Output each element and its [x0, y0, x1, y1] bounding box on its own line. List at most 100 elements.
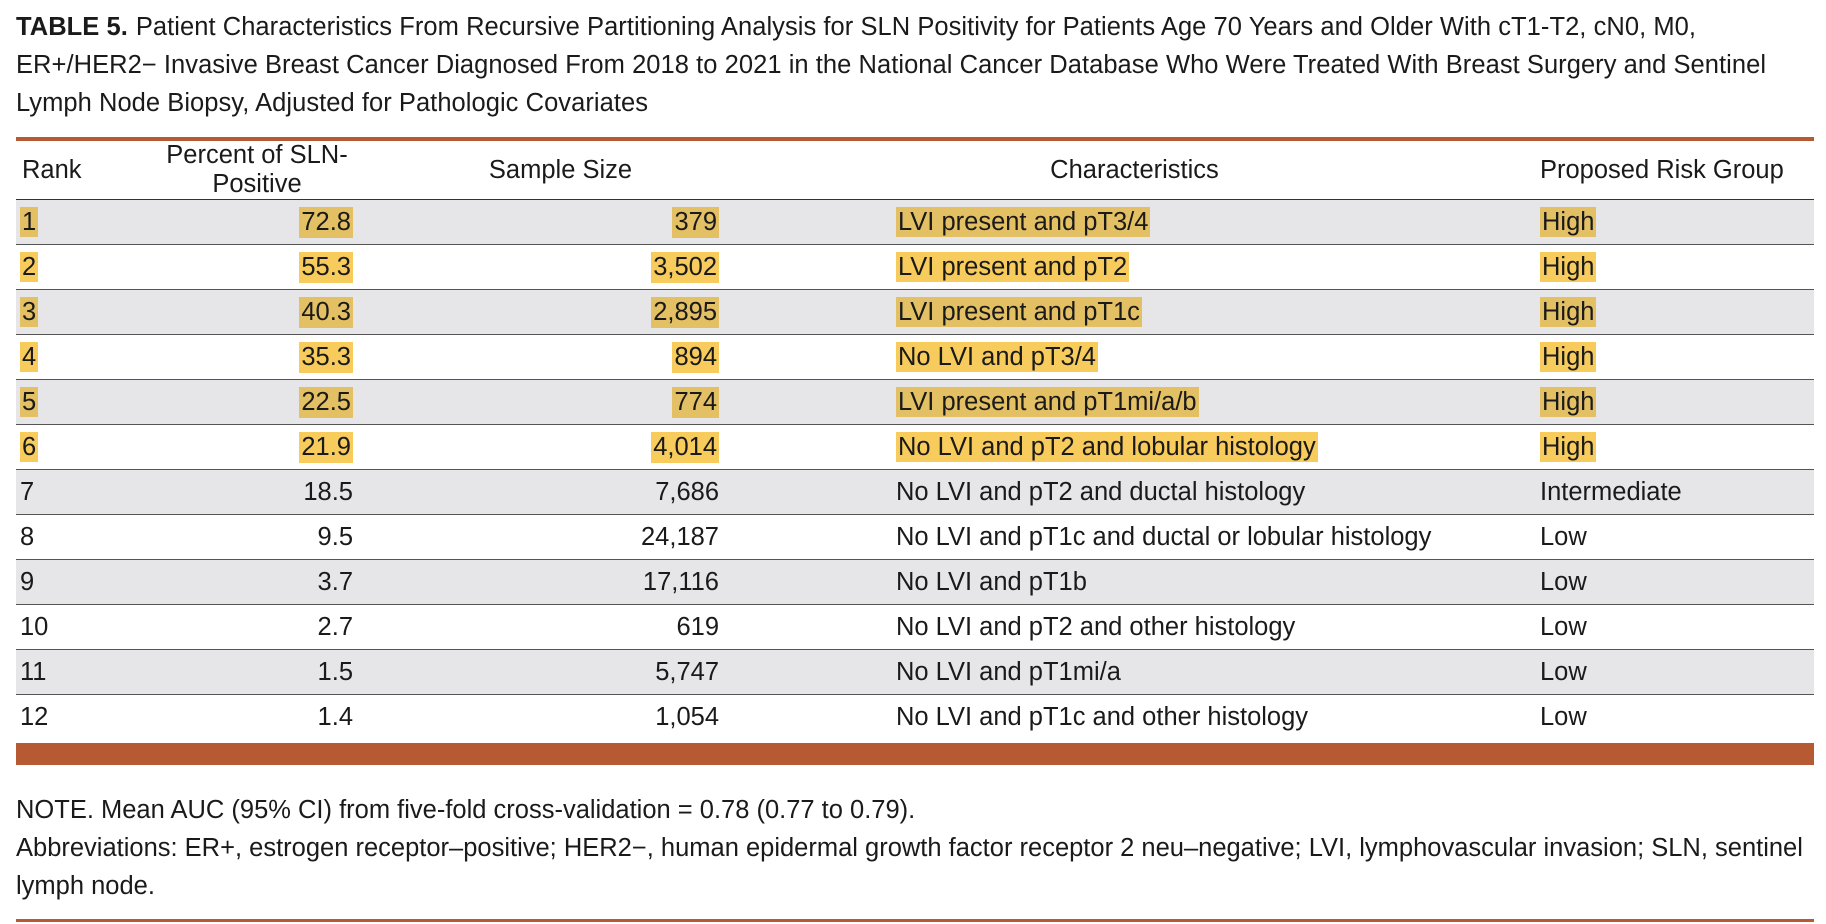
bottom-rule	[16, 743, 1814, 765]
caption-text: Patient Characteristics From Recursive P…	[16, 13, 1767, 117]
cell-sample-size-text: 24,187	[641, 522, 719, 551]
cell-percent-text: 18.5	[303, 477, 353, 506]
table-row: 8 9.5 24,187 No LVI and pT1c and ductal or …	[16, 514, 1814, 560]
cell-risk-group: High	[1540, 379, 1814, 425]
top-rule	[16, 137, 1814, 141]
cell-characteristics-text: No LVI and pT1c and other histology	[896, 702, 1309, 731]
cell-characteristics-text: No LVI and pT1mi/a	[896, 657, 1121, 686]
cell-sample-size: 4,014	[392, 424, 729, 470]
cell-sample-size-text: 2,895	[651, 296, 719, 328]
cell-rank-text: 3	[20, 296, 39, 327]
cell-characteristics: No LVI and pT2 and lobular histology	[729, 424, 1540, 470]
cell-characteristics-text: No LVI and pT2 and lobular histology	[896, 431, 1318, 462]
header-row: Rank Percent of SLN-Positive Sample Size…	[16, 141, 1814, 200]
cell-sample-size: 3,502	[392, 244, 729, 290]
cell-characteristics-text: LVI present and pT3/4	[896, 206, 1151, 237]
cell-characteristics-text: No LVI and pT1c and ductal or lobular hi…	[896, 522, 1432, 551]
cell-sample-size-text: 4,014	[651, 431, 719, 463]
cell-risk-group-text: Low	[1540, 522, 1587, 551]
cell-risk-group: Low	[1540, 604, 1814, 650]
cell-characteristics: No LVI and pT2 and other histology	[729, 604, 1540, 650]
cell-characteristics-text: No LVI and pT1b	[896, 567, 1087, 596]
cell-rank-text: 1	[20, 206, 39, 237]
cell-risk-group: Low	[1540, 695, 1814, 740]
cell-sample-size-text: 619	[676, 612, 719, 641]
cell-percent-text: 1.4	[317, 702, 353, 731]
table-row: 10 2.7 619 No LVI and pT2 and other histolo…	[16, 604, 1814, 650]
cell-characteristics: No LVI and pT1c and other histology	[729, 695, 1540, 740]
cell-characteristics-text: LVI present and pT2	[896, 251, 1130, 282]
cell-risk-group-text: High	[1540, 341, 1597, 372]
cell-risk-group-text: High	[1540, 431, 1597, 462]
cell-characteristics: No LVI and pT2 and ductal histology	[729, 469, 1540, 515]
cell-risk-group: High	[1540, 244, 1814, 290]
cell-characteristics: No LVI and pT1mi/a	[729, 649, 1540, 695]
header-sample-size: Sample Size	[392, 141, 729, 200]
cell-rank-text: 6	[20, 431, 39, 462]
cell-percent-text: 35.3	[299, 341, 353, 373]
table-page: TABLE 5. Patient Characteristics From Rec…	[16, 8, 1814, 922]
cell-risk-group-text: High	[1540, 386, 1597, 417]
cell-rank: 2	[16, 244, 122, 290]
cell-rank: 1	[16, 199, 122, 245]
cell-rank: 11	[16, 649, 122, 695]
cell-percent-text: 9.5	[317, 522, 353, 551]
cell-percent-text: 22.5	[299, 386, 353, 418]
cell-sample-size: 24,187	[392, 514, 729, 560]
cell-characteristics: LVI present and pT1mi/a/b	[729, 379, 1540, 425]
table-row: 2 55.3 3,502 LVI present and pT2 High	[16, 244, 1814, 290]
cell-rank-text: 11	[20, 657, 47, 686]
cell-percent-text: 72.8	[299, 206, 353, 238]
cell-characteristics: No LVI and pT1b	[729, 559, 1540, 605]
cell-characteristics: No LVI and pT3/4	[729, 334, 1540, 380]
cell-rank: 10	[16, 604, 122, 650]
abbreviations-text: Abbreviations: ER+, estrogen receptor–po…	[16, 834, 1803, 900]
table-caption: TABLE 5. Patient Characteristics From Rec…	[16, 8, 1814, 122]
cell-risk-group: Low	[1540, 514, 1814, 560]
cell-rank: 6	[16, 424, 122, 470]
cell-percent: 21.9	[122, 424, 392, 470]
cell-risk-group-text: Low	[1540, 657, 1587, 686]
cell-characteristics-text: No LVI and pT3/4	[896, 341, 1098, 372]
cell-sample-size-text: 17,116	[642, 567, 719, 596]
cell-sample-size: 379	[392, 199, 729, 245]
cell-risk-group: Low	[1540, 649, 1814, 695]
cell-risk-group: High	[1540, 334, 1814, 380]
cell-risk-group-text: High	[1540, 296, 1597, 327]
cell-characteristics: No LVI and pT1c and ductal or lobular hi…	[729, 514, 1540, 560]
cell-rank: 7	[16, 469, 122, 515]
table-label: TABLE 5.	[16, 13, 128, 41]
cell-percent-text: 40.3	[299, 296, 353, 328]
cell-rank-text: 7	[20, 477, 35, 506]
cell-sample-size-text: 1,054	[655, 702, 719, 731]
cell-sample-size-text: 5,747	[655, 657, 719, 686]
cell-percent: 72.8	[122, 199, 392, 245]
cell-sample-size: 619	[392, 604, 729, 650]
cell-sample-size: 894	[392, 334, 729, 380]
cell-sample-size: 774	[392, 379, 729, 425]
table-row: 12 1.4 1,054 No LVI and pT1c and other hist…	[16, 695, 1814, 740]
cell-percent-text: 1.5	[317, 657, 353, 686]
cell-characteristics-text: No LVI and pT2 and other histology	[896, 612, 1296, 641]
end-rule	[16, 919, 1814, 922]
cell-risk-group-text: High	[1540, 251, 1597, 282]
cell-characteristics-text: LVI present and pT1mi/a/b	[896, 386, 1199, 417]
header-rank: Rank	[16, 141, 122, 200]
cell-risk-group-text: Low	[1540, 612, 1587, 641]
cell-percent-text: 3.7	[317, 567, 353, 596]
cell-risk-group: High	[1540, 199, 1814, 245]
cell-sample-size: 17,116	[392, 559, 729, 605]
cell-percent-text: 55.3	[299, 251, 353, 283]
cell-risk-group-text: Low	[1540, 702, 1587, 731]
data-table: Rank Percent of SLN-Positive Sample Size…	[16, 141, 1814, 739]
table-row: 6 21.9 4,014 No LVI and pT2 and lobular his…	[16, 424, 1814, 470]
cell-percent: 40.3	[122, 289, 392, 335]
header-percent: Percent of SLN-Positive	[122, 141, 392, 200]
cell-percent: 35.3	[122, 334, 392, 380]
table-row: 3 40.3 2,895 LVI present and pT1c High	[16, 289, 1814, 335]
table-row: 11 1.5 5,747 No LVI and pT1mi/a Low	[16, 649, 1814, 695]
table-row: 1 72.8 379 LVI present and pT3/4 High	[16, 199, 1814, 245]
cell-sample-size-text: 379	[672, 206, 719, 238]
cell-percent: 9.5	[122, 514, 392, 560]
cell-risk-group-text: Intermediate	[1540, 477, 1682, 506]
